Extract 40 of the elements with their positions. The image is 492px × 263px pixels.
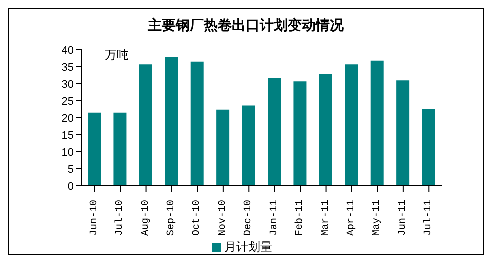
y-tick-label: 35 [62, 62, 74, 74]
x-tick-label: Jul-11 [422, 200, 435, 236]
x-tick-label: Feb-11 [294, 200, 306, 236]
x-tick-label: Nov-10 [218, 200, 229, 236]
x-tick-label: Apr-11 [346, 200, 358, 236]
bar [370, 60, 384, 186]
bar [242, 106, 256, 186]
legend-label: 月计划量 [224, 240, 272, 254]
x-tick-label: Oct-10 [192, 200, 204, 236]
bar [319, 74, 332, 186]
bar [268, 78, 281, 186]
y-tick-label: 5 [68, 164, 74, 176]
x-tick-label: Sep-10 [166, 200, 178, 236]
bar [114, 112, 127, 186]
y-axis-title: 万吨 [105, 47, 129, 64]
x-tick-label: Aug-10 [140, 200, 152, 236]
y-tick-label: 10 [62, 146, 74, 159]
y-tick-label: 20 [62, 112, 74, 125]
x-tick-label: Jun-11 [398, 200, 409, 236]
bar [345, 64, 358, 186]
bar [190, 62, 204, 186]
bar [88, 112, 101, 186]
chart-title: 主要钢厂热卷出口计划变动情况 [147, 17, 345, 35]
x-tick-label: Dec-10 [244, 200, 255, 236]
bar [216, 110, 230, 186]
bar [139, 64, 152, 186]
y-tick-label: 15 [62, 130, 74, 142]
bar [396, 80, 410, 186]
bar [294, 82, 307, 186]
y-tick-label: 30 [62, 78, 74, 91]
x-tick-label: Jan-11 [269, 200, 280, 236]
bar [165, 57, 178, 186]
x-tick-label: Mar-11 [320, 200, 332, 236]
y-tick-label: 0 [68, 180, 74, 193]
x-tick-label: Jul-10 [114, 200, 126, 236]
x-tick-label: Jun-10 [89, 200, 100, 236]
y-tick-label: 25 [62, 96, 74, 108]
x-tick-label: May-11 [372, 200, 384, 236]
bar [422, 109, 436, 186]
y-tick-label: 40 [62, 44, 74, 57]
